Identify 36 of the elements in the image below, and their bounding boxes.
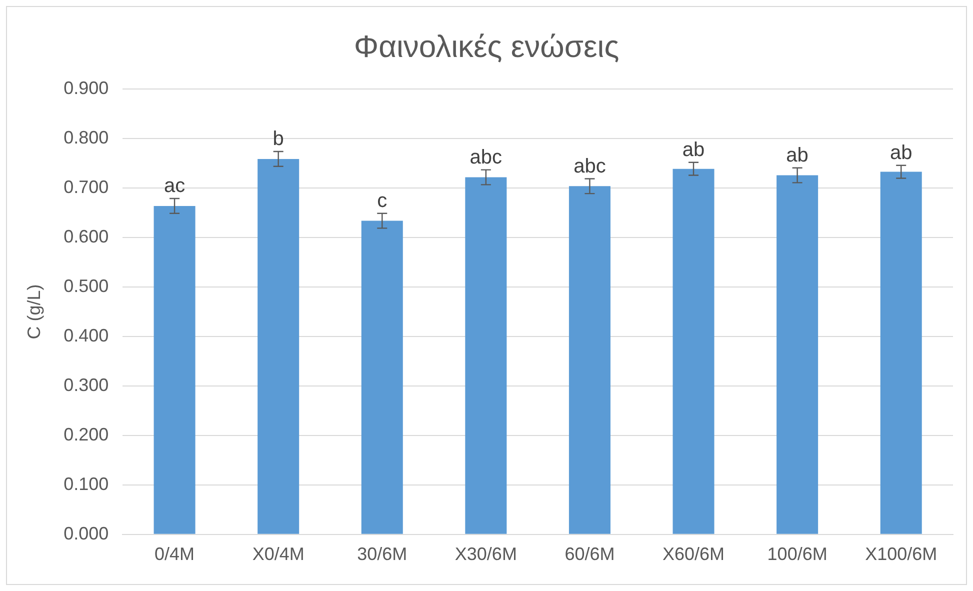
y-tick-label: 0.500 (64, 276, 109, 296)
y-tick-label: 0.200 (64, 424, 109, 444)
annotation: c (377, 190, 388, 212)
annotation: ab (890, 142, 912, 164)
bar (465, 177, 507, 534)
annotation: ab (682, 138, 705, 161)
x-tick-label: X60/6M (662, 544, 725, 564)
x-tick-label: X100/6M (865, 544, 938, 564)
annotation: ac (164, 175, 186, 198)
y-tick-label: 0.300 (64, 374, 109, 395)
annotation: abc (574, 155, 606, 178)
bar (880, 172, 922, 534)
bar (154, 206, 196, 534)
y-tick-label: 0.700 (64, 177, 109, 198)
y-tick-label: 0.400 (64, 326, 109, 346)
x-tick-label: 30/6M (357, 544, 408, 564)
y-tick-label: 0.900 (64, 78, 109, 98)
chart-title: Φαινολικές ενώσεις (354, 29, 620, 64)
bar (568, 186, 610, 534)
x-tick-label: X30/6M (454, 544, 517, 564)
x-tick-label: 0/4M (154, 544, 195, 564)
annotation: ab (786, 144, 808, 166)
bar (361, 220, 403, 534)
y-axis-title: C (g/L) (24, 284, 44, 340)
annotation: abc (470, 146, 502, 168)
x-tick-label: X0/4M (252, 544, 304, 564)
y-tick-label: 0.600 (64, 226, 109, 247)
bar (258, 158, 300, 534)
y-tick-label: 0.800 (64, 128, 109, 148)
x-tick-label: 100/6M (767, 544, 828, 564)
bar (672, 168, 714, 534)
y-tick-label: 0.100 (64, 474, 109, 494)
annotation: b (272, 128, 284, 150)
x-tick-label: 60/6M (564, 544, 615, 564)
bar (776, 175, 818, 534)
y-tick-label: 0.000 (64, 523, 109, 544)
